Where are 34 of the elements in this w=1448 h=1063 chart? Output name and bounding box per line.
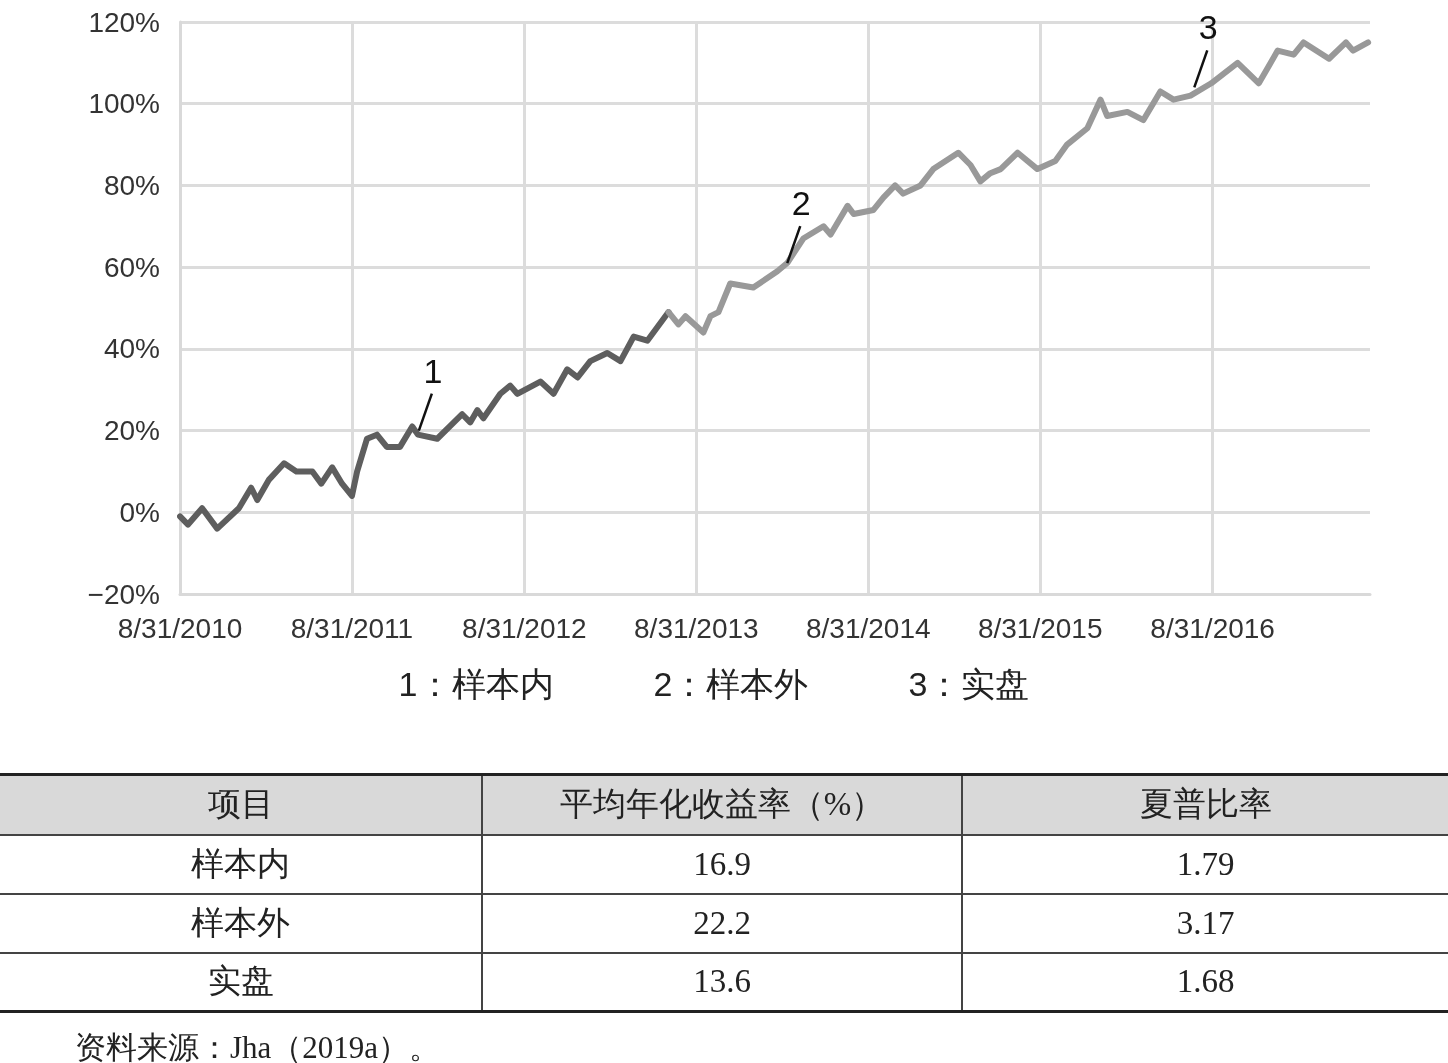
annotation: 1 [423,351,443,390]
data-label: 1.79 [962,834,1448,894]
y-tick-label: 80% [103,169,160,201]
x-tick-label: 8/31/2011 [290,612,414,644]
x-tick-label: 8/31/2016 [1150,612,1275,644]
category-label: 实盘 [0,952,482,1012]
y-tick-label: 120% [88,6,160,38]
annotation: 2 [791,184,811,223]
data-label: 3.17 [962,893,1448,953]
x-tick-label: 8/31/2014 [805,612,931,644]
category-label: 样本内 [0,834,482,894]
data-label: 16.9 [482,834,962,894]
y-tick-label: 20% [103,415,160,447]
x-tick-label: 8/31/2013 [634,612,759,644]
x-tick-label: 8/31/2012 [462,612,587,644]
y-tick-label: 100% [88,88,160,120]
data-label: 22.2 [482,893,962,953]
y-tick-label: −20% [87,578,160,610]
category-label: 样本外 [0,893,482,953]
y-tick-label: 60% [103,251,160,283]
x-tick-label: 8/31/2015 [977,612,1103,644]
y-tick-label: 0% [119,496,160,528]
text: 3：实盘 [908,664,1030,705]
text: 夏普比率 [962,774,1448,835]
annotation: 3 [1198,8,1218,47]
text: 资料来源：Jha（2019a）。 [75,1029,441,1063]
data-label: 13.6 [482,952,962,1012]
text: 1：样本内 [398,664,554,705]
data-label: 1.68 [962,952,1448,1012]
text: 2：样本外 [653,664,809,705]
y-tick-label: 40% [103,333,160,365]
text: 项目 [0,774,482,835]
x-tick-label: 8/31/2010 [117,612,243,644]
text: 平均年化收益率（%） [482,774,962,835]
